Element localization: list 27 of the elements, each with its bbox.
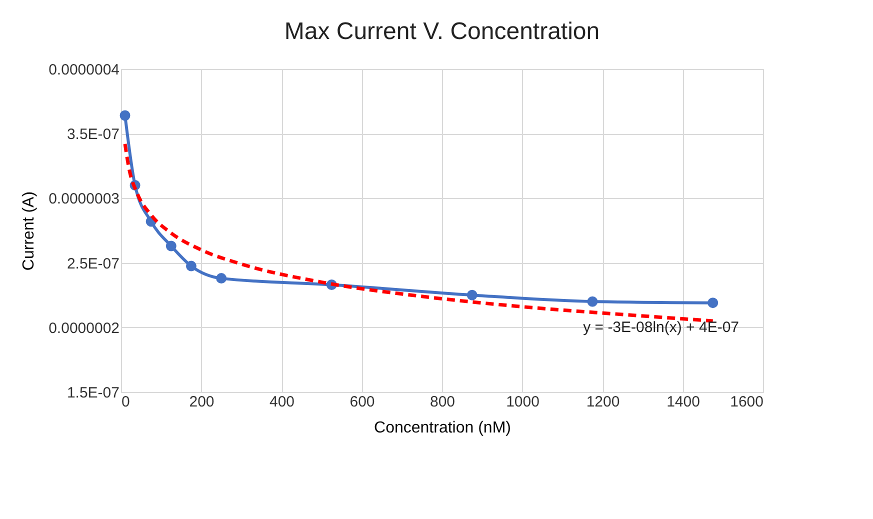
x-tick-label: 200 bbox=[189, 394, 214, 410]
x-tick-label: 0 bbox=[122, 394, 130, 410]
x-tick-label: 400 bbox=[269, 394, 295, 410]
line-series bbox=[123, 142, 715, 323]
x-axis-title: Concentration (nM) bbox=[374, 420, 511, 436]
x-tick-label: 800 bbox=[430, 394, 456, 410]
y-tick-label: 0.0000003 bbox=[48, 190, 120, 208]
x-tick-label: 600 bbox=[350, 394, 375, 410]
point bbox=[120, 110, 130, 121]
point bbox=[216, 273, 227, 284]
point bbox=[466, 290, 478, 300]
point bbox=[587, 296, 598, 307]
y-tick-label: 2.5E-07 bbox=[66, 255, 120, 272]
y-tick-label: 0.0000002 bbox=[48, 320, 120, 337]
x-tick-label: 1600 bbox=[730, 394, 764, 410]
y-tick-label: 0.0000004 bbox=[48, 62, 120, 78]
x-tick-label: 1000 bbox=[506, 394, 540, 410]
point bbox=[166, 240, 176, 252]
y-axis-title: Current (A) bbox=[20, 191, 38, 271]
point bbox=[708, 298, 718, 308]
y-tick-label: 1.5E-07 bbox=[66, 384, 120, 402]
y-tick-label: 3.5E-07 bbox=[66, 126, 120, 144]
chart-title: Max Current V. Concentration bbox=[284, 18, 600, 45]
x-tick-label: 1400 bbox=[666, 394, 700, 410]
annotation: y = -3E-08ln(x) + 4E-07 bbox=[583, 319, 739, 336]
x-tick-label: 1200 bbox=[586, 394, 620, 410]
point bbox=[186, 260, 196, 272]
